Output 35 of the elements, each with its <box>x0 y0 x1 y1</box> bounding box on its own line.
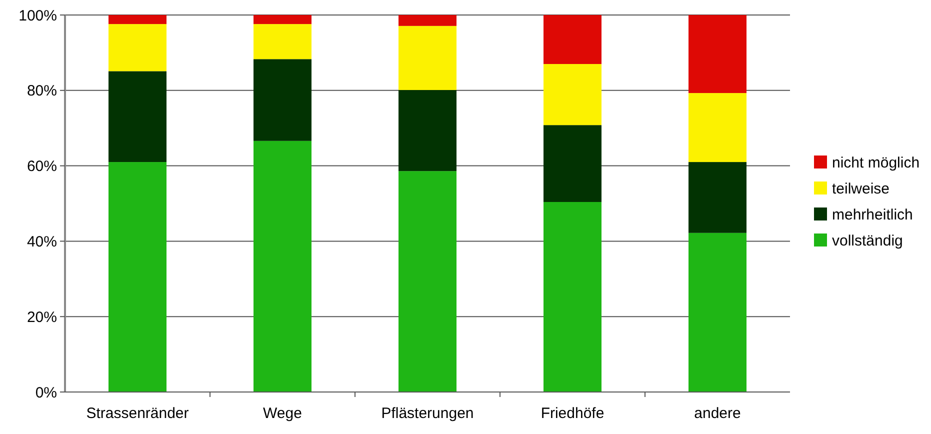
legend-label: mehrheitlich <box>832 206 913 224</box>
bar <box>544 15 602 64</box>
bar <box>398 171 456 392</box>
bar <box>398 90 456 172</box>
bar <box>108 24 166 72</box>
bar <box>108 71 166 162</box>
bar <box>544 64 602 126</box>
x-tick-label: Friedhöfe <box>540 405 604 422</box>
bar <box>108 15 166 24</box>
legend-label: teilweise <box>832 180 890 198</box>
bar <box>398 26 456 90</box>
bar <box>254 140 312 392</box>
bar <box>108 162 166 392</box>
bar <box>544 125 602 202</box>
bar <box>544 202 602 392</box>
bar <box>688 15 746 94</box>
y-tick-label: 0% <box>35 384 57 402</box>
y-tick-label: 100% <box>18 7 57 24</box>
bar <box>254 59 312 141</box>
y-tick-label: 40% <box>26 233 57 250</box>
bar <box>688 93 746 162</box>
bar <box>688 162 746 233</box>
x-tick-label: Wege <box>263 405 302 422</box>
bar <box>254 15 312 24</box>
x-tick-label: Pflästerungen <box>381 405 474 422</box>
legend-label: vollständig <box>832 232 903 250</box>
x-tick-label: Strassenränder <box>86 405 189 422</box>
y-tick-label: 20% <box>26 308 57 326</box>
bar <box>254 24 312 60</box>
y-tick-label: 80% <box>26 82 57 100</box>
y-tick-label: 60% <box>26 158 57 176</box>
legend-label: nicht möglich <box>832 154 920 172</box>
bar <box>398 15 456 26</box>
bar <box>688 232 746 392</box>
x-tick-label: andere <box>694 405 741 422</box>
